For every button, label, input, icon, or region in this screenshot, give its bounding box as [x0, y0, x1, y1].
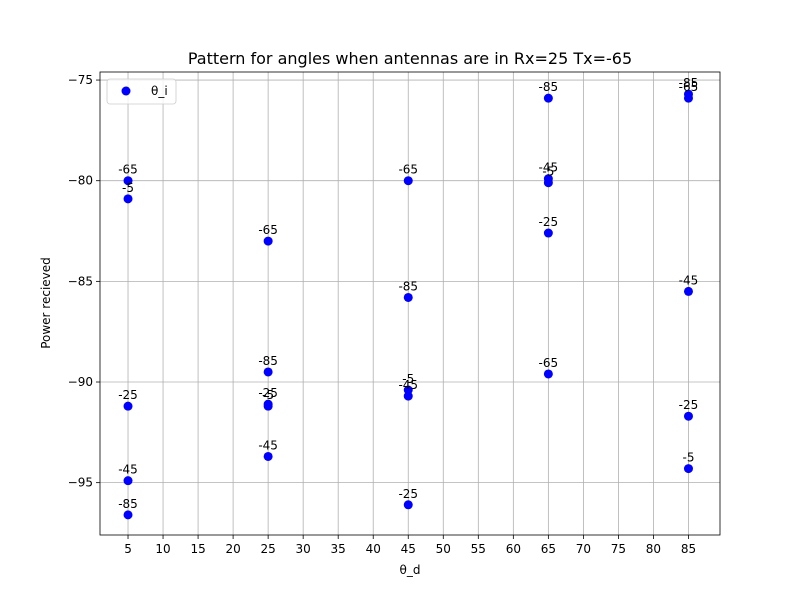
data-label: -45 [679, 273, 699, 287]
data-label: -25 [398, 487, 418, 501]
data-point [403, 176, 413, 186]
data-label: -65 [539, 356, 559, 370]
data-point [543, 369, 553, 379]
x-tick-label: 80 [646, 542, 661, 556]
y-tick-label: −85 [68, 274, 93, 288]
x-tick-label: 85 [681, 542, 696, 556]
data-label: -85 [258, 354, 278, 368]
data-point [683, 93, 693, 103]
data-point [263, 401, 273, 411]
plot-frame [99, 71, 721, 536]
data-label: -65 [258, 223, 278, 237]
x-tick-label: 5 [124, 542, 132, 556]
data-label: -85 [118, 497, 138, 511]
data-point [123, 510, 133, 520]
data-label: -25 [679, 398, 699, 412]
x-tick-label: 55 [471, 542, 486, 556]
x-tick-label: 10 [155, 542, 170, 556]
x-tick-label: 30 [296, 542, 311, 556]
data-point [403, 500, 413, 510]
data-label: -65 [679, 80, 699, 94]
data-label: -25 [258, 386, 278, 400]
x-axis: 5 10 15 20 25 30 35 40 45 50 55 60 65 70 75 80 85 [124, 535, 696, 556]
y-tick-label: −75 [68, 73, 93, 87]
data-label: -65 [398, 163, 418, 177]
data-point [123, 176, 133, 186]
y-tick-label: −80 [68, 174, 93, 188]
data-point [543, 93, 553, 103]
data-point [403, 391, 413, 401]
data-label: -25 [539, 215, 559, 229]
y-tick-label: −90 [68, 375, 93, 389]
x-tick-label: 20 [225, 542, 240, 556]
y-tick-label: −95 [68, 476, 93, 490]
data-label: -25 [118, 388, 138, 402]
x-tick-label: 40 [366, 542, 381, 556]
data-label: -5 [122, 181, 134, 195]
data-label: -85 [679, 76, 699, 90]
data-point [683, 411, 693, 421]
data-point [403, 292, 413, 302]
legend-box [106, 78, 177, 105]
data-point [683, 286, 693, 296]
x-tick-label: 35 [331, 542, 346, 556]
data-label: -5 [682, 451, 694, 465]
data-points [123, 89, 693, 520]
data-point [543, 228, 553, 238]
data-label: -85 [539, 80, 559, 94]
data-label: -85 [398, 279, 418, 293]
data-labels: -65-5-25-45-85-65-85-25-5-45-65-85-5-45-… [118, 76, 698, 511]
grid [100, 72, 720, 535]
data-point [263, 451, 273, 461]
y-axis: −95 −90 −85 −80 −75 [68, 73, 100, 490]
data-label: -45 [118, 463, 138, 477]
data-point [263, 367, 273, 377]
y-axis-label: Power recieved [39, 257, 53, 349]
data-label: -45 [539, 161, 559, 175]
data-label: -45 [398, 378, 418, 392]
x-tick-label: 50 [436, 542, 451, 556]
x-tick-label: 70 [576, 542, 591, 556]
data-label: -65 [118, 163, 138, 177]
data-point [543, 178, 553, 188]
data-label: -5 [542, 165, 554, 179]
data-label: -5 [262, 388, 274, 402]
x-tick-label: 75 [611, 542, 626, 556]
x-axis-label: θ_d [400, 563, 421, 577]
data-point [683, 464, 693, 474]
data-label: -45 [258, 438, 278, 452]
x-tick-label: 15 [190, 542, 205, 556]
data-point [263, 236, 273, 246]
legend: θ_i [106, 78, 177, 105]
data-label: -5 [402, 372, 414, 386]
data-point [123, 401, 133, 411]
x-tick-label: 65 [541, 542, 556, 556]
x-tick-label: 45 [401, 542, 416, 556]
x-tick-label: 60 [506, 542, 521, 556]
x-tick-label: 25 [260, 542, 275, 556]
legend-marker [121, 86, 131, 96]
legend-label: θ_i [151, 84, 168, 98]
data-point [123, 476, 133, 486]
data-point [123, 194, 133, 204]
chart-title: Pattern for angles when antennas are in … [188, 49, 632, 68]
